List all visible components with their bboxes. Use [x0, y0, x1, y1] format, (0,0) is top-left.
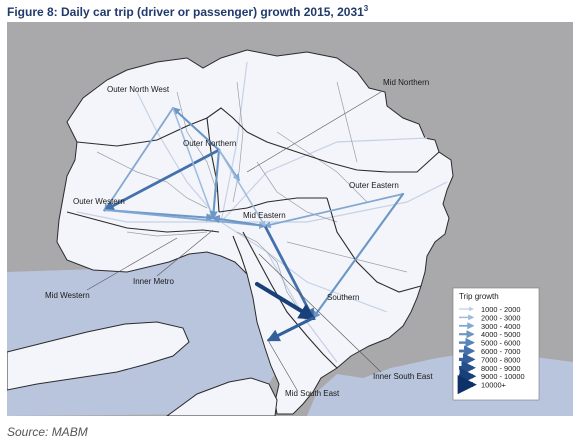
flow-southern-to-mid-south-east: [266, 316, 315, 342]
leader-inner-south-east: [258, 253, 382, 373]
flow-outer-northern-to-inner-metro: [209, 148, 221, 220]
flow-outer-north-west-to-outer-western: [104, 107, 174, 212]
flow-outer-northern-to-outer-north-west: [171, 106, 221, 152]
legend-label-7: 7000 - 8000: [481, 355, 520, 364]
region-label-outer-western: Outer Western: [73, 197, 125, 206]
roads: [76, 61, 448, 363]
legend-label-5: 5000 - 6000: [481, 339, 520, 348]
sub-boundaries: [96, 81, 408, 323]
legend-label-2: 2000 - 3000: [481, 313, 520, 322]
flow-outer-north-west-to-inner-metro: [172, 107, 215, 220]
region-label-inner-metro: Inner Metro: [133, 277, 174, 286]
flow-outer-northern-to-outer-western: [103, 148, 221, 212]
region-label-outer-northern: Outer Northern: [183, 139, 236, 148]
leader-mid-western: [86, 237, 178, 291]
region-label-inner-south-east: Inner South East: [373, 372, 433, 381]
bellarine-land: [7, 321, 190, 391]
flow-mid-eastern-to-inner-metro: [211, 214, 267, 228]
region-label-outer-north-west: Outer North West: [107, 85, 170, 94]
region-boundaries: [66, 107, 440, 369]
region-label-mid-eastern: Mid Eastern: [243, 211, 286, 220]
leader-mid-northern: [246, 91, 382, 173]
region-label-outer-eastern: Outer Eastern: [349, 181, 399, 190]
flow-outer-northern-to-mid-eastern: [218, 149, 266, 228]
region-label-mid-south-east: Mid South East: [285, 389, 340, 398]
flow-lines: [103, 106, 405, 342]
legend-label-1: 1000 - 2000: [481, 305, 520, 314]
leader-mid-south-east: [268, 341, 298, 391]
legend-title: Trip growth: [459, 292, 499, 301]
legend-label-8: 8000 - 9000: [481, 364, 520, 373]
region-label-mid-northern: Mid Northern: [383, 78, 429, 87]
flow-outer-western-to-mid-eastern: [104, 209, 267, 230]
leader-lines: [86, 91, 382, 391]
region-labels: Outer North West Outer Northern Mid Northe…: [45, 78, 433, 398]
region-label-mid-western: Mid Western: [45, 291, 90, 300]
legend-label-4: 4000 - 5000: [481, 330, 520, 339]
figure-title: Figure 8: Daily car trip (driver or pass…: [7, 4, 369, 19]
legend-label-9: 9000 - 10000: [481, 372, 525, 381]
figure-title-superscript: 3: [363, 4, 369, 13]
legend-label-3: 3000 - 4000: [481, 322, 520, 331]
flow-mid-eastern-to-southern: [263, 224, 315, 320]
flow-inner-south-east-to-southern: [254, 281, 316, 321]
source-note: Source: MABM: [7, 425, 88, 439]
region-label-southern: Southern: [327, 293, 359, 302]
flow-outer-eastern-to-southern: [311, 192, 405, 320]
flow-outer-eastern-to-mid-eastern: [263, 193, 404, 229]
map[interactable]: Outer North West Outer Northern Mid Northe…: [7, 22, 573, 416]
legend-label-10: 10000+: [481, 381, 506, 390]
legend-label-6: 6000 - 7000: [481, 347, 520, 356]
leader-inner-metro: [156, 229, 214, 277]
peninsula-land: [166, 377, 278, 416]
